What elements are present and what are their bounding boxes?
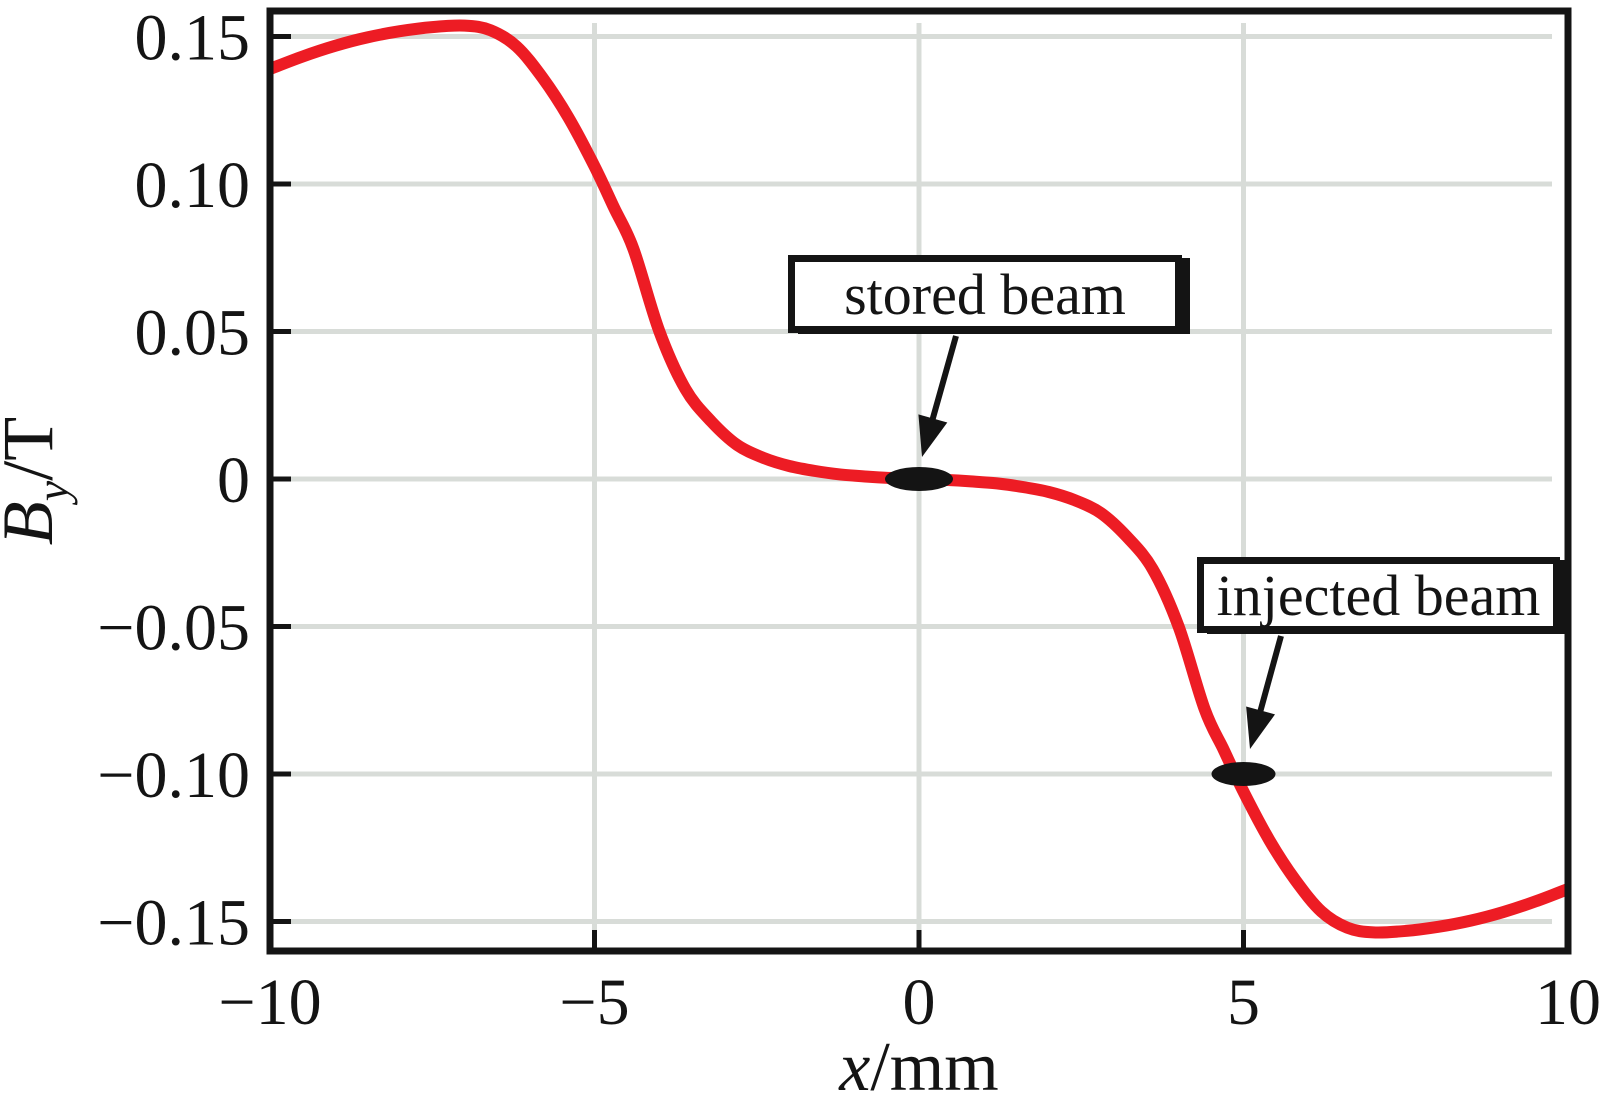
injected-beam-arrow — [1255, 635, 1284, 719]
annotation-arrows-layer — [918, 335, 1284, 749]
annotation-injected-beam-label: injected beam — [1216, 562, 1541, 628]
y-tick-label: 0.10 — [135, 149, 251, 222]
x-tick-label: 5 — [1227, 966, 1260, 1039]
x-tick-label: 0 — [903, 966, 936, 1039]
tick-marks-layer — [273, 34, 1246, 948]
annotation-stored-beam: stored beam — [788, 255, 1182, 333]
y-tick-label: −0.05 — [97, 592, 250, 665]
y-tick-label: −0.10 — [97, 739, 250, 812]
stored-beam-arrow — [927, 335, 959, 428]
x-tick-label: −5 — [559, 966, 629, 1039]
stored-beam-marker — [885, 467, 953, 491]
annotation-stored-beam-label: stored beam — [844, 261, 1126, 327]
injected-beam-marker — [1211, 762, 1276, 786]
y-tick-label: −0.15 — [97, 887, 250, 960]
y-tick-label: 0 — [217, 444, 250, 517]
stored-beam-arrow-head — [918, 414, 948, 457]
x-tick-label: −10 — [218, 966, 321, 1039]
tick-labels-layer: 0.15 0.10 0.05 0 −0.05 −0.10 −0.15−10 −5 0 5 10 — [97, 2, 1601, 1040]
injected-beam-arrow-head — [1246, 706, 1275, 749]
axes-frame — [266, 7, 1572, 955]
y-tick-label: 0.05 — [135, 297, 251, 370]
y-tick-label: 0.15 — [135, 2, 251, 75]
plot-frame — [266, 7, 1572, 955]
annotation-injected-beam: injected beam — [1197, 557, 1560, 633]
x-axis-label: x/mm — [838, 1029, 998, 1106]
beam-markers-layer — [885, 467, 1276, 786]
y-axis-label: By/T — [0, 417, 78, 545]
x-tick-label: 10 — [1535, 966, 1601, 1039]
